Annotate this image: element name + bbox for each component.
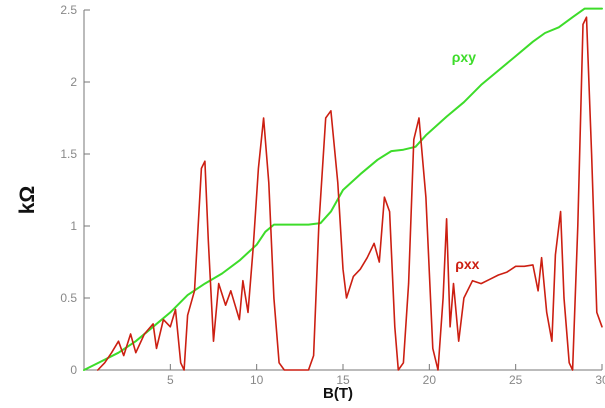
y-tick-label: 1 (70, 219, 77, 233)
y-tick-label: 0 (70, 363, 77, 377)
y-tick-label: 0.5 (60, 291, 77, 305)
series-layer (83, 7, 603, 371)
x-tick-label: 15 (336, 373, 350, 387)
x-tick-label: 25 (509, 373, 523, 387)
labels-layer: B(T) kΩ ρxy ρxx (16, 49, 480, 402)
y-axis-label: kΩ (16, 186, 39, 215)
series-label-rho-xy: ρxy (452, 49, 476, 65)
series-line-rho-xx (97, 16, 603, 371)
x-tick-label: 5 (167, 373, 174, 387)
x-axis-label: B(T) (323, 385, 353, 402)
x-tick-label: 20 (423, 373, 437, 387)
y-tick-label: 2 (70, 75, 77, 89)
series-line-rho-xy (83, 7, 603, 371)
x-tick-label: 10 (250, 373, 264, 387)
series-label-rho-xx: ρxx (455, 256, 479, 272)
y-tick-label: 1.5 (60, 147, 77, 161)
x-tick-label: 30 (595, 373, 605, 387)
axes: 0 0.5 1 1.5 2 2.5 5 10 15 20 25 30 (60, 3, 605, 387)
y-tick-label: 2.5 (60, 3, 77, 17)
